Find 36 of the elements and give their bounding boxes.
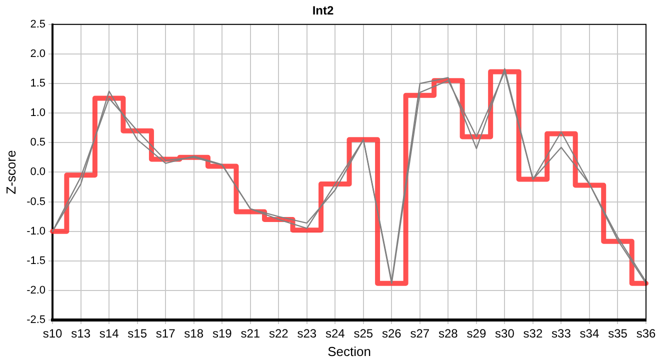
chart-title: Int2 (312, 4, 334, 18)
y-tick-label: -1.5 (26, 254, 46, 267)
y-tick-label: -2.5 (26, 314, 46, 326)
y-tick-label: -2.0 (26, 284, 46, 296)
y-tick-label: -1.0 (26, 225, 46, 238)
x-tick-label: s13 (71, 326, 91, 341)
x-tick-label: s14 (99, 326, 120, 341)
x-tick-label: s29 (466, 326, 486, 341)
x-tick-label: s23 (297, 326, 317, 341)
x-tick-label: s21 (240, 326, 260, 341)
x-tick-label: s36 (636, 326, 656, 341)
x-tick-label: s24 (325, 326, 346, 341)
y-tick-label: 2.5 (30, 18, 46, 30)
x-tick-label: s22 (268, 326, 289, 341)
x-axis-title: Section (328, 344, 371, 359)
x-tick-label: s27 (410, 326, 430, 341)
x-tick-label: s30 (495, 326, 515, 341)
x-tick-label: s26 (382, 326, 402, 341)
x-tick-label: s10 (42, 326, 63, 341)
y-tick-label: 1.5 (30, 78, 46, 90)
y-axis-title: Z-score (3, 150, 18, 194)
x-tick-label: s15 (128, 326, 148, 341)
y-tick-label: 2.0 (30, 48, 46, 60)
x-tick-label: s33 (552, 326, 572, 341)
x-tick-label: s28 (438, 326, 458, 341)
y-tick-label: 0.5 (30, 136, 46, 149)
y-tick-label: -0.5 (26, 196, 46, 208)
x-tick-label: s19 (212, 326, 232, 341)
x-tick-label: s32 (523, 326, 543, 341)
y-tick-label: 1.0 (30, 107, 46, 120)
y-tick-label: 0.0 (30, 166, 46, 178)
x-tick-label: s34 (580, 326, 600, 341)
x-tick-label: s35 (608, 326, 628, 341)
x-tick-label: s17 (156, 326, 176, 341)
x-tick-label: s18 (184, 326, 204, 341)
x-tick-label: s25 (354, 326, 374, 341)
